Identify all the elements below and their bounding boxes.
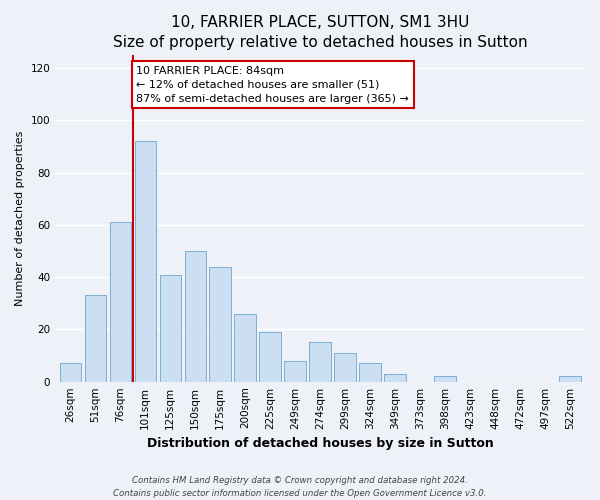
Bar bbox=[334, 353, 356, 382]
Bar bbox=[359, 364, 380, 382]
Bar bbox=[59, 364, 81, 382]
Bar bbox=[559, 376, 581, 382]
Bar bbox=[185, 251, 206, 382]
Bar bbox=[160, 274, 181, 382]
Y-axis label: Number of detached properties: Number of detached properties bbox=[15, 130, 25, 306]
X-axis label: Distribution of detached houses by size in Sutton: Distribution of detached houses by size … bbox=[147, 437, 493, 450]
Bar bbox=[85, 296, 106, 382]
Bar bbox=[235, 314, 256, 382]
Bar bbox=[134, 142, 156, 382]
Bar bbox=[310, 342, 331, 382]
Bar bbox=[209, 266, 231, 382]
Bar bbox=[434, 376, 455, 382]
Text: 10 FARRIER PLACE: 84sqm
← 12% of detached houses are smaller (51)
87% of semi-de: 10 FARRIER PLACE: 84sqm ← 12% of detache… bbox=[136, 66, 409, 104]
Bar bbox=[284, 361, 306, 382]
Text: Contains HM Land Registry data © Crown copyright and database right 2024.
Contai: Contains HM Land Registry data © Crown c… bbox=[113, 476, 487, 498]
Title: 10, FARRIER PLACE, SUTTON, SM1 3HU
Size of property relative to detached houses : 10, FARRIER PLACE, SUTTON, SM1 3HU Size … bbox=[113, 15, 527, 50]
Bar bbox=[259, 332, 281, 382]
Bar bbox=[110, 222, 131, 382]
Bar bbox=[385, 374, 406, 382]
